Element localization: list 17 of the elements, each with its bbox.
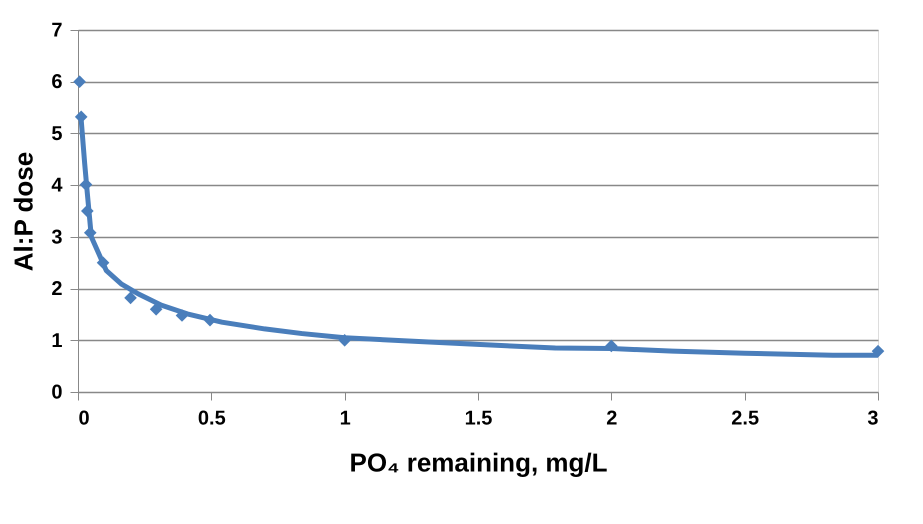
x-tick-label: 2	[606, 408, 618, 430]
y-tick-label: 5	[51, 122, 62, 145]
x-tick-label: 1.5	[464, 408, 492, 430]
y-axis-title: Al:P dose	[8, 152, 38, 272]
x-tick-label: 0.5	[198, 408, 226, 430]
x-tick-label: 2.5	[731, 408, 760, 430]
x-tick-label: 0	[78, 408, 90, 430]
y-tick-label: 0	[51, 382, 62, 404]
x-tick-label: 1	[340, 408, 351, 430]
x-tick-label: 3	[867, 408, 878, 430]
y-tick-label: 2	[51, 278, 62, 300]
y-tick-label: 7	[51, 20, 62, 42]
y-tick-label: 4	[51, 174, 64, 197]
y-tick-label: 3	[51, 226, 62, 248]
x-axis-title: PO₄ remaining, mg/L	[350, 448, 608, 478]
y-tick-label: 1	[51, 330, 62, 352]
y-tick-label: 6	[51, 71, 62, 94]
